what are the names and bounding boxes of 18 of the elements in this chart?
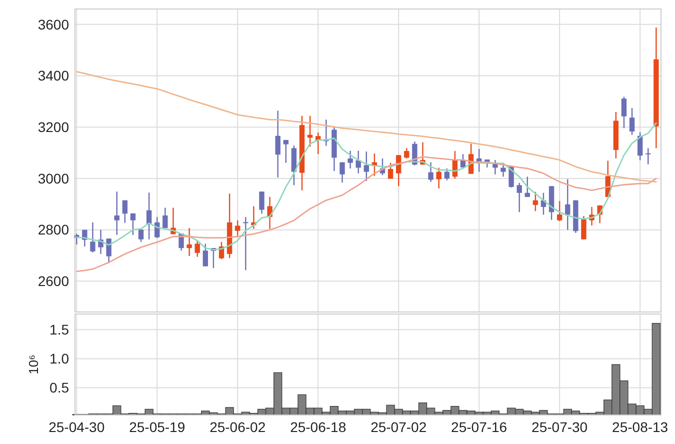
x-tick-label: 25-07-02 (370, 419, 427, 435)
y-axis-title: 10⁶ (26, 354, 41, 374)
y-tick-label: 2800 (38, 222, 70, 238)
y-tick-label: 3600 (38, 16, 70, 32)
x-tick-label: 25-08-13 (612, 419, 668, 435)
x-tick-label: 25-04-30 (48, 419, 105, 435)
x-tick-label: 25-07-30 (532, 419, 588, 435)
y-tick-label: 0.5 (50, 380, 70, 396)
x-tick-label: 25-06-02 (210, 419, 266, 435)
y-tick-label: 3400 (38, 68, 70, 84)
x-tick-label: 25-05-19 (129, 419, 186, 435)
y-tick-label: 2600 (38, 273, 70, 290)
y-tick-label: 3000 (38, 170, 70, 186)
y-tick-label: 1.0 (50, 350, 70, 367)
x-tick-label: 25-06-18 (290, 419, 346, 435)
x-tick-label: 25-07-16 (451, 419, 508, 435)
y-tick-label: 3200 (38, 119, 70, 136)
y-tick-label: 1.5 (50, 322, 70, 338)
